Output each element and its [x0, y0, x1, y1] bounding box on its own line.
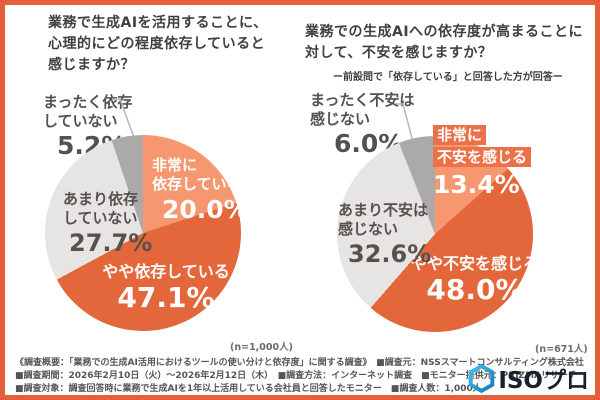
slice-percentage: 47.1% — [117, 281, 215, 314]
slice-label-very-anxious: 非常に 不安を感じる 13.4% — [433, 125, 532, 199]
survey-details: 《調査概要：「業務での生成AI活用におけるツールの使い分けと依存度」に関する調査… — [15, 357, 584, 396]
slice-label-somewhat-dependent: やや依存している 47.1% — [66, 262, 266, 313]
logo-text: ISOプロ — [498, 368, 589, 394]
sample-size-right: (n=671人) — [535, 344, 588, 355]
slice-percentage: 27.7% — [69, 229, 153, 257]
highlight-tag: 非常に — [433, 125, 487, 145]
survey-detail-line: 《調査概要：「業務での生成AI活用におけるツールの使い分けと依存度」に関する調査… — [15, 358, 584, 368]
iso-pro-logo: ISOプロ — [468, 361, 589, 395]
slice-label-very-dependent: 非常に 依存している 20.0% — [152, 156, 249, 224]
slice-label-not-much-dependent: あまり依存 していない 27.7% — [63, 190, 153, 257]
sample-size-left: (n=1,000人) — [230, 342, 293, 353]
leader-line — [112, 98, 138, 147]
title-line: 業務での生成AIへの依存度が高まることに — [305, 24, 584, 40]
pie-chart-left — [45, 135, 241, 331]
slice-percentage: 20.0% — [162, 195, 249, 224]
callout-text: まったく依存 — [43, 93, 133, 111]
pie-chart-right — [337, 136, 533, 332]
highlight-tag: 不安を感じる — [433, 147, 532, 167]
callout-text: まったく不安は — [310, 91, 415, 109]
title-line: 感じますか？ — [48, 57, 135, 73]
callout-text: していない — [43, 112, 118, 130]
callout-text: 感じない — [310, 110, 371, 128]
chart-panel-left: 業務で生成AIを活用することに、 心理的にどの程度依存していると 感じますか？ … — [5, 5, 300, 353]
chart-title-right: 業務での生成AIへの依存度が高まることに 対して、不安を感じますか？ — [305, 22, 583, 64]
survey-detail-line: ■調査期間：2026年2月10日（火）～2026年2月12日（木） ■調査方法：… — [15, 371, 578, 381]
chart-panel-right: 業務での生成AIへの依存度が高まることに 対して、不安を感じますか？ ー前設問で… — [300, 5, 595, 355]
title-line: 対して、不安を感じますか？ — [305, 45, 493, 61]
title-line: 業務で生成AIを活用することに、 — [48, 15, 268, 31]
survey-detail-line: ■調査対象：調査回答時に業務で生成AIを1年以上活用している会社員と回答したモニ… — [15, 384, 482, 394]
chart-title-left: 業務で生成AIを活用することに、 心理的にどの程度依存していると 感じますか？ — [48, 13, 268, 76]
slice-label-not-much-anxious: あまり不安は 感じない 32.6% — [338, 201, 432, 268]
chart-subtitle-right: ー前設問で「依存している」と回答した方が回答ー — [333, 72, 563, 83]
slice-percentage: 32.6% — [348, 240, 432, 268]
leader-line — [396, 103, 414, 143]
slice-percentage: 48.0% — [426, 273, 524, 306]
slice-percentage: 13.4% — [433, 170, 520, 199]
slice-label-somewhat-anxious: やや不安を感じる 48.0% — [375, 254, 575, 305]
survey-footnote: 《調査概要：「業務での生成AI活用におけるツールの使い分けと依存度」に関する調査… — [5, 354, 595, 395]
hexagon-logo-icon — [469, 363, 495, 393]
title-line: 心理的にどの程度依存していると — [48, 36, 266, 52]
